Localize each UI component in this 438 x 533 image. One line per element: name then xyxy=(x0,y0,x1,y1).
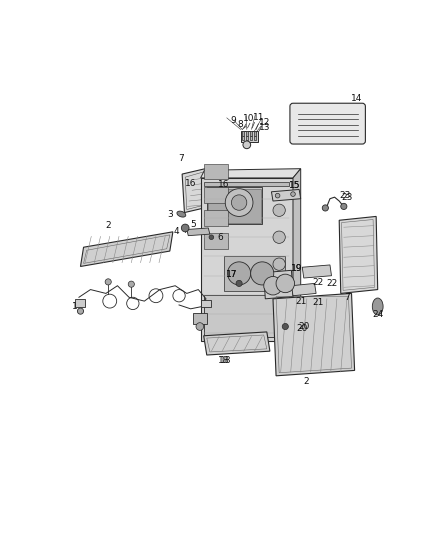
Text: 15: 15 xyxy=(289,181,300,190)
Circle shape xyxy=(128,281,134,287)
Polygon shape xyxy=(75,299,85,306)
Polygon shape xyxy=(207,187,262,224)
Polygon shape xyxy=(254,135,256,140)
Text: 11: 11 xyxy=(253,112,264,122)
Polygon shape xyxy=(201,168,301,178)
Text: 17: 17 xyxy=(226,270,237,279)
Polygon shape xyxy=(246,131,248,135)
Text: 2: 2 xyxy=(303,377,309,386)
Polygon shape xyxy=(204,332,270,355)
Polygon shape xyxy=(205,210,228,225)
Polygon shape xyxy=(273,294,355,376)
Circle shape xyxy=(243,141,251,149)
Polygon shape xyxy=(193,313,207,324)
Text: 8: 8 xyxy=(238,119,244,128)
Circle shape xyxy=(273,231,285,244)
Polygon shape xyxy=(250,131,252,135)
Text: 9: 9 xyxy=(230,116,236,125)
Circle shape xyxy=(273,258,285,270)
Text: 19: 19 xyxy=(291,263,303,272)
Polygon shape xyxy=(201,301,212,306)
Polygon shape xyxy=(240,131,258,142)
Text: 19: 19 xyxy=(291,263,303,272)
Circle shape xyxy=(282,324,288,329)
Text: 14: 14 xyxy=(350,94,362,103)
Polygon shape xyxy=(205,187,228,203)
Text: 24: 24 xyxy=(372,310,383,319)
Circle shape xyxy=(273,204,285,216)
Circle shape xyxy=(322,205,328,211)
Polygon shape xyxy=(250,135,252,140)
Text: 13: 13 xyxy=(259,123,270,132)
Text: 15: 15 xyxy=(289,181,300,190)
Polygon shape xyxy=(205,164,228,180)
Polygon shape xyxy=(205,295,289,337)
Text: 21: 21 xyxy=(312,298,323,307)
Text: 21: 21 xyxy=(295,297,307,305)
Text: 10: 10 xyxy=(243,114,254,123)
Text: 18: 18 xyxy=(219,356,231,365)
Text: 20: 20 xyxy=(297,324,308,333)
Text: 5: 5 xyxy=(190,220,196,229)
Ellipse shape xyxy=(177,211,186,217)
Polygon shape xyxy=(264,270,293,299)
Text: 2: 2 xyxy=(106,221,111,230)
Polygon shape xyxy=(205,233,228,249)
Polygon shape xyxy=(208,189,261,223)
Text: 4: 4 xyxy=(174,227,180,236)
Circle shape xyxy=(341,203,347,209)
Text: 17: 17 xyxy=(226,270,237,279)
Polygon shape xyxy=(187,228,210,236)
Circle shape xyxy=(209,235,214,239)
Polygon shape xyxy=(254,131,256,135)
Polygon shape xyxy=(293,168,301,345)
Circle shape xyxy=(196,322,204,330)
Text: 22: 22 xyxy=(312,278,323,287)
Polygon shape xyxy=(81,232,173,266)
Circle shape xyxy=(105,279,111,285)
Polygon shape xyxy=(242,131,244,135)
Text: 7: 7 xyxy=(178,154,184,163)
Circle shape xyxy=(78,308,84,314)
Circle shape xyxy=(264,277,282,295)
Circle shape xyxy=(181,224,189,232)
Polygon shape xyxy=(291,284,316,296)
Text: 22: 22 xyxy=(326,279,337,288)
Ellipse shape xyxy=(372,298,383,315)
Circle shape xyxy=(236,280,242,287)
Polygon shape xyxy=(339,216,378,294)
Circle shape xyxy=(228,262,251,285)
Text: 6: 6 xyxy=(217,233,223,243)
Polygon shape xyxy=(242,135,244,140)
Circle shape xyxy=(231,195,247,210)
Circle shape xyxy=(225,189,253,216)
FancyBboxPatch shape xyxy=(290,103,365,144)
Text: 18: 18 xyxy=(218,356,230,365)
Polygon shape xyxy=(201,178,293,341)
Polygon shape xyxy=(272,189,301,201)
Polygon shape xyxy=(228,183,259,196)
Text: 23: 23 xyxy=(341,192,353,201)
Polygon shape xyxy=(246,135,248,140)
Text: 3: 3 xyxy=(167,209,173,219)
Circle shape xyxy=(276,274,294,293)
Circle shape xyxy=(291,192,295,196)
Polygon shape xyxy=(302,265,332,278)
Circle shape xyxy=(276,193,280,198)
Text: 7: 7 xyxy=(344,293,350,302)
Polygon shape xyxy=(205,182,289,185)
Polygon shape xyxy=(182,166,218,213)
Text: 20: 20 xyxy=(298,322,310,331)
Text: 16: 16 xyxy=(218,180,230,189)
Text: 23: 23 xyxy=(340,191,351,200)
Text: 16: 16 xyxy=(185,179,196,188)
Circle shape xyxy=(251,262,274,285)
Text: 1: 1 xyxy=(72,302,78,311)
Polygon shape xyxy=(224,256,285,291)
Text: 12: 12 xyxy=(259,118,270,127)
